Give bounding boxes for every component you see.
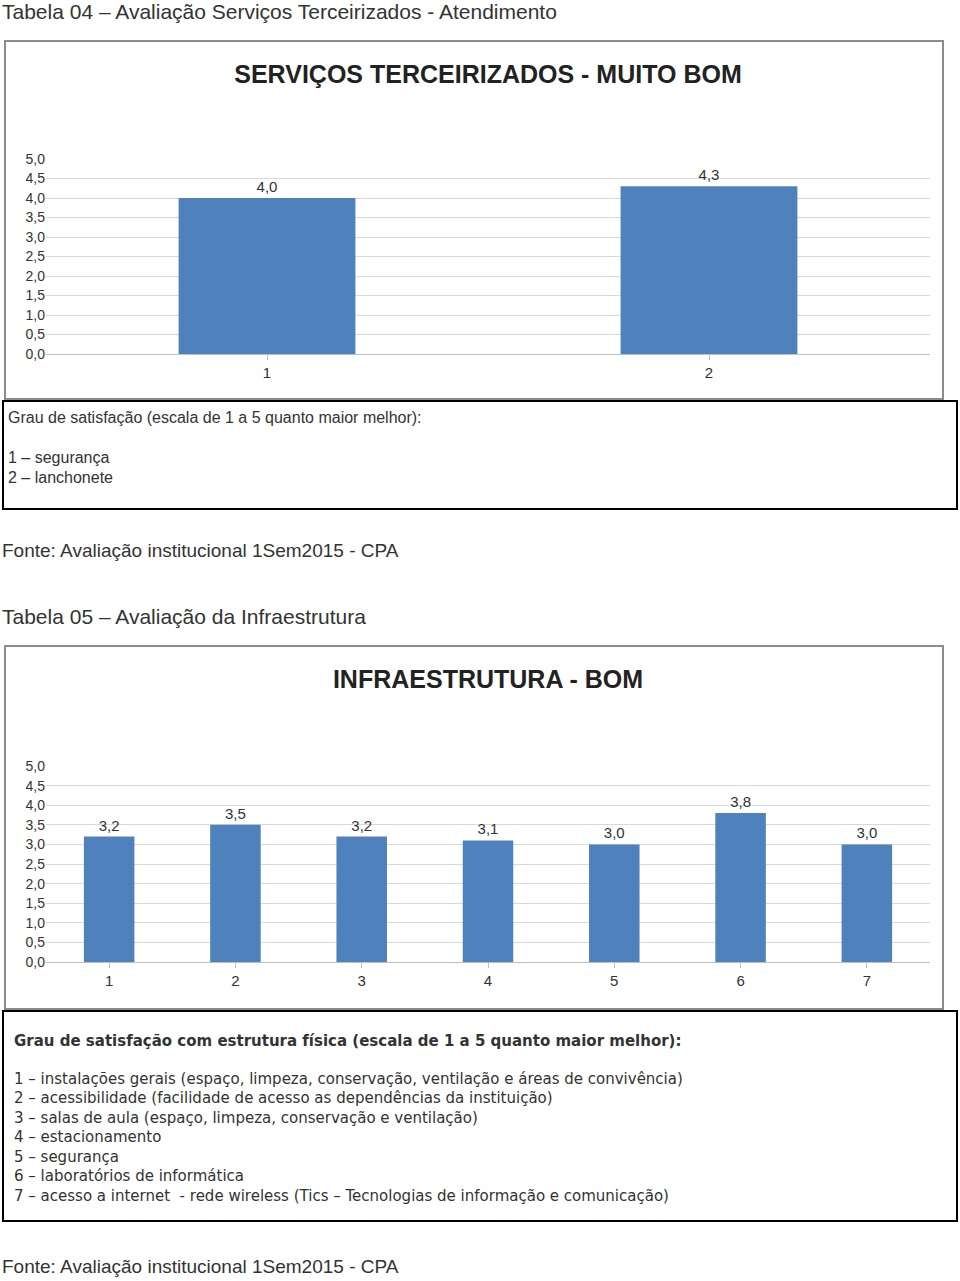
svg-text:4,0: 4,0: [26, 190, 46, 206]
html-text:6 – laboratórios de informátic: 6 – laboratórios de informática: [14, 1167, 244, 1185]
svg-text:3,2: 3,2: [351, 817, 372, 834]
svg-text:2: 2: [705, 364, 713, 381]
svg-text:4,5: 4,5: [26, 170, 46, 186]
html-text:2 – acessibilidade (facilidade: 2 – acessibilidade (facilidade de acesso…: [14, 1089, 553, 1107]
svg-text:3,0: 3,0: [26, 229, 46, 245]
svg-text:7: 7: [863, 972, 871, 989]
html-text:Tabela 04 – Avaliação Serviços: Tabela 04 – Avaliação Serviços Terceiriz…: [2, 0, 557, 23]
svg-text:5: 5: [610, 972, 618, 989]
svg-text:5,0: 5,0: [26, 758, 46, 774]
svg-text:1,5: 1,5: [26, 895, 46, 911]
svg-text:0,5: 0,5: [26, 934, 46, 950]
svg-text:3,0: 3,0: [26, 836, 46, 852]
html-text:4 – estacionamento: 4 – estacionamento: [14, 1128, 162, 1146]
svg-text:3,8: 3,8: [730, 793, 751, 810]
html-text:5 – segurança: 5 – segurança: [14, 1147, 119, 1166]
svg-text:3,1: 3,1: [478, 820, 499, 837]
svg-text:1,0: 1,0: [26, 915, 46, 931]
svg-text:0,0: 0,0: [26, 954, 46, 970]
html-text:1 – instalações gerais (espaço: 1 – instalações gerais (espaço, limpeza,…: [14, 1069, 683, 1088]
svg-text:0,5: 0,5: [26, 326, 46, 342]
svg-text:3: 3: [358, 972, 366, 989]
svg-text:3,5: 3,5: [225, 805, 246, 822]
svg-text:0,0: 0,0: [26, 346, 46, 362]
svg-text:3,5: 3,5: [26, 209, 46, 225]
svg-text:4,0: 4,0: [26, 797, 46, 813]
svg-text:5,0: 5,0: [26, 151, 46, 167]
svg-text:1,0: 1,0: [26, 307, 46, 323]
svg-text:4,5: 4,5: [26, 778, 46, 794]
svg-text:1: 1: [263, 364, 271, 381]
svg-text:4: 4: [484, 972, 492, 989]
svg-text:1: 1: [105, 972, 113, 989]
html-text:2 – lanchonete: 2 – lanchonete: [8, 469, 113, 486]
html-text:Grau de satisfação (escala de: Grau de satisfação (escala de 1 a 5 quan…: [8, 409, 422, 426]
html-text:Grau de satisfação com estrutu: Grau de satisfação com estrutura física …: [14, 1032, 682, 1050]
svg-text:1,5: 1,5: [26, 287, 46, 303]
html-text:Tabela 05 – Avaliação da Infra: Tabela 05 – Avaliação da Infraestrutura: [2, 605, 366, 628]
svg-text:2,5: 2,5: [26, 856, 46, 872]
svg-text:2,0: 2,0: [26, 268, 46, 284]
html-text:3 – salas de aula (espaço, lim: 3 – salas de aula (espaço, limpeza, cons…: [14, 1108, 478, 1127]
html-text:1 – segurança: 1 – segurança: [8, 449, 110, 466]
html-text:Fonte: Avaliação institucional: Fonte: Avaliação institucional 1Sem2015 …: [2, 540, 399, 561]
svg-text:2,0: 2,0: [26, 876, 46, 892]
svg-text:3,2: 3,2: [99, 817, 120, 834]
svg-text:2,5: 2,5: [26, 248, 46, 264]
svg-text:3,0: 3,0: [604, 824, 625, 841]
html-text:7 – acesso a internet - rede w: 7 – acesso a internet - rede wireless (T…: [14, 1186, 669, 1205]
svg-text:4,0: 4,0: [257, 178, 278, 195]
svg-text:2: 2: [231, 972, 239, 989]
svg-text:INFRAESTRUTURA - BOM: INFRAESTRUTURA - BOM: [333, 665, 643, 693]
svg-text:6: 6: [736, 972, 744, 989]
svg-text:3,5: 3,5: [26, 817, 46, 833]
svg-text:SERVIÇOS TERCEIRIZADOS - MUITO: SERVIÇOS TERCEIRIZADOS - MUITO BOM: [234, 60, 741, 88]
svg-text:4,3: 4,3: [699, 166, 720, 183]
html-text:Fonte: Avaliação institucional: Fonte: Avaliação institucional 1Sem2015 …: [2, 1256, 399, 1277]
svg-text:3,0: 3,0: [856, 824, 877, 841]
